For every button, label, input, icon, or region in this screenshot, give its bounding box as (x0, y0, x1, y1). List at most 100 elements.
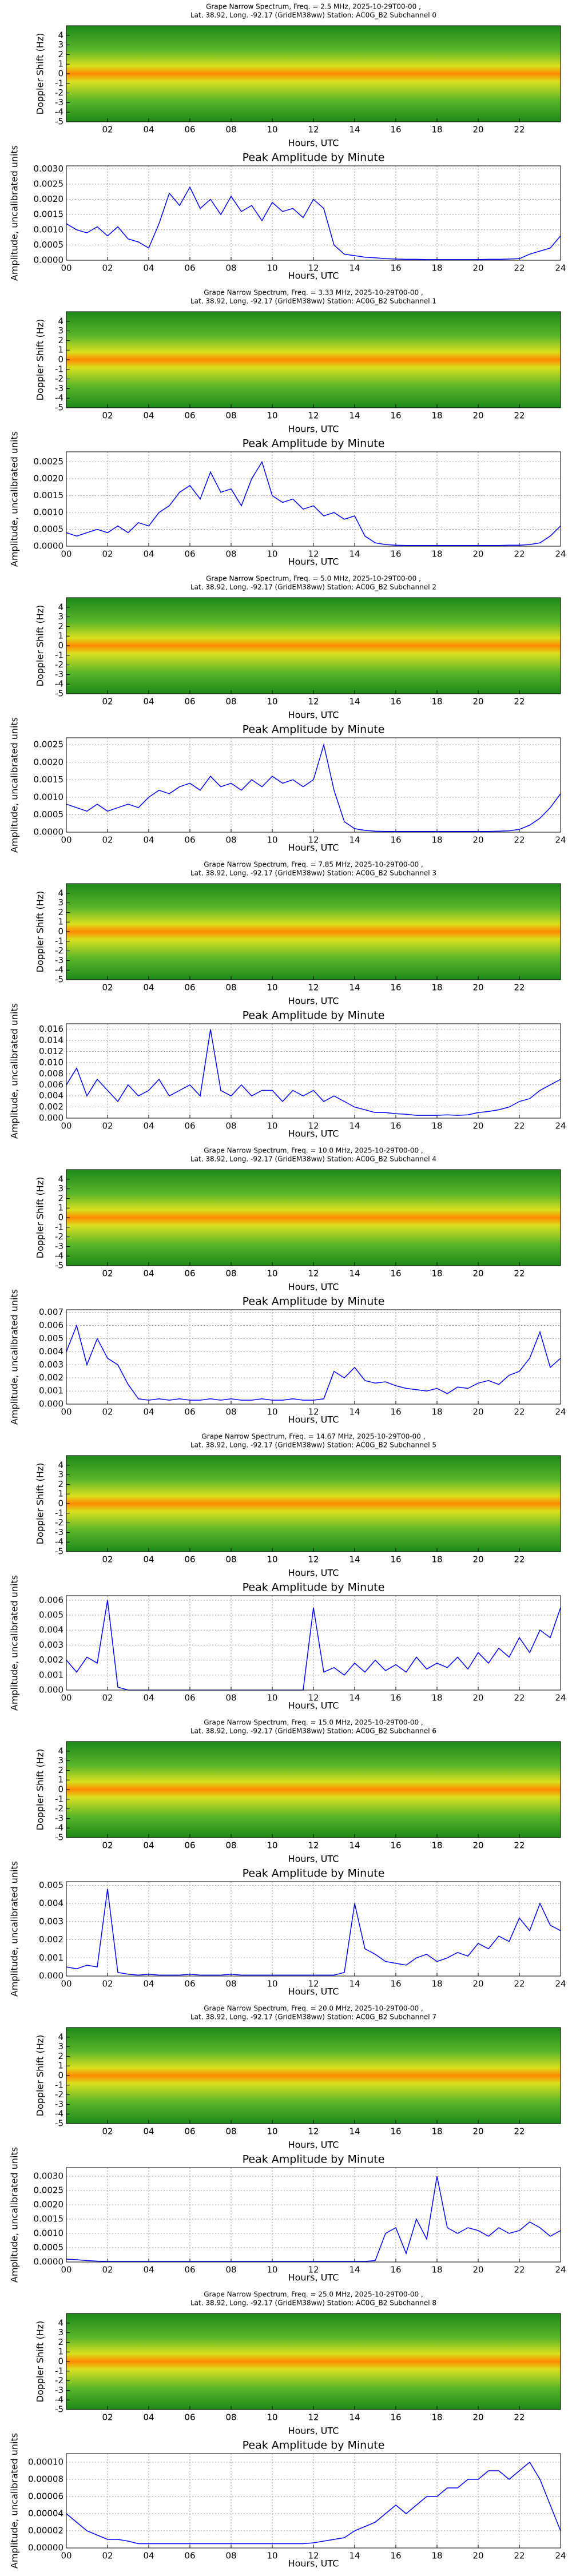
y-tick-label: -2 (55, 1231, 63, 1242)
y-tick-label: 0.006 (39, 1320, 63, 1330)
x-tick-label: 24 (555, 835, 566, 845)
x-tick-label: 10 (267, 983, 277, 993)
y-tick-label: -4 (55, 2395, 63, 2405)
x-tick-label: 08 (225, 2551, 236, 2561)
x-tick-label: 10 (267, 2265, 277, 2275)
x-tick-label: 02 (102, 1693, 113, 1703)
y-tick-label: 0.005 (39, 1610, 63, 1620)
data-line (66, 1029, 561, 1116)
y-tick-label: -3 (55, 955, 63, 965)
x-tick-label: 02 (102, 263, 113, 273)
y-tick-label: 2 (58, 335, 63, 345)
x-tick-label: 10 (267, 263, 277, 273)
x-tick-label: 14 (349, 411, 360, 421)
x-tick-label: 04 (143, 549, 154, 559)
x-tick-label: 20 (472, 1840, 483, 1851)
x-tick-label: 08 (225, 1269, 236, 1279)
spectrogram-image (66, 312, 561, 408)
y-tick-label: 0.016 (39, 1024, 63, 1034)
y-tick-label: 0 (58, 1498, 63, 1509)
y-tick-label: 1 (58, 1775, 63, 1785)
chart-title: Grape Narrow Spectrum, Freq. = 20.0 MHz,… (204, 2005, 423, 2013)
y-tick-label: 0.004 (39, 1898, 63, 1909)
x-tick-label: 14 (349, 835, 360, 845)
x-tick-label: 18 (431, 697, 442, 707)
y-tick-label: 0.000 (39, 1971, 63, 1981)
y-axis-label: Doppler Shift (Hz) (35, 2035, 46, 2117)
x-tick-label: 02 (102, 835, 113, 845)
x-tick-label: 22 (514, 1269, 525, 1279)
y-tick-label: 3 (58, 1183, 63, 1194)
x-tick-label: 12 (308, 1979, 319, 1989)
y-tick-label: 0.003 (39, 1916, 63, 1926)
x-tick-label: 18 (431, 835, 442, 845)
x-tick-label: 24 (555, 549, 566, 559)
y-tick-label: -5 (55, 1547, 63, 1557)
x-axis-label: Hours, UTC (288, 1700, 339, 1711)
data-line (66, 2176, 561, 2262)
x-tick-label: 06 (184, 263, 195, 273)
x-tick-label: 20 (472, 1407, 483, 1417)
x-tick-label: 20 (472, 263, 483, 273)
x-tick-label: 04 (143, 1693, 154, 1703)
x-tick-label: 02 (102, 1840, 113, 1851)
y-tick-label: -3 (55, 1527, 63, 1537)
x-tick-label: 06 (184, 549, 195, 559)
chart-title: Peak Amplitude by Minute (243, 2153, 385, 2166)
y-tick-label: 0.0020 (34, 2200, 64, 2210)
y-tick-label: -4 (55, 2109, 63, 2119)
x-tick-label: 08 (225, 983, 236, 993)
x-tick-label: 20 (472, 2551, 483, 2561)
y-tick-label: 0.0020 (34, 757, 64, 767)
y-tick-label: 0 (58, 2070, 63, 2081)
plot-frame (66, 1023, 561, 1119)
x-tick-label: 04 (143, 2126, 154, 2137)
x-tick-label: 04 (143, 1555, 154, 1565)
x-tick-label: 14 (349, 983, 360, 993)
x-axis-label: Hours, UTC (288, 842, 339, 853)
spectrogram-image (66, 1742, 561, 1838)
x-tick-label: 00 (61, 263, 72, 273)
chart-title: Grape Narrow Spectrum, Freq. = 7.85 MHz,… (204, 861, 423, 869)
x-tick-label: 24 (555, 2265, 566, 2275)
x-tick-label: 16 (390, 1407, 401, 1417)
x-tick-label: 10 (267, 1407, 277, 1417)
y-tick-label: 2 (58, 2051, 63, 2061)
y-tick-label: -5 (55, 2404, 63, 2415)
y-tick-label: 0.003 (39, 1359, 63, 1370)
x-tick-label: 20 (472, 697, 483, 707)
x-tick-label: 18 (431, 1979, 442, 1989)
x-tick-label: 22 (514, 549, 525, 559)
x-tick-label: 14 (349, 2265, 360, 2275)
chart-subtitle: Lat. 38.92, Long. -92.17 (GridEM38ww) St… (190, 1441, 436, 1449)
x-axis-label: Hours, UTC (288, 424, 339, 435)
chart-title: Grape Narrow Spectrum, Freq. = 25.0 MHz,… (204, 2291, 423, 2299)
y-tick-label: 0.001 (39, 1669, 63, 1680)
x-tick-label: 06 (184, 1121, 195, 1131)
x-tick-label: 06 (184, 2551, 195, 2561)
x-tick-label: 10 (267, 549, 277, 559)
x-tick-label: 14 (349, 1979, 360, 1989)
chart-title: Peak Amplitude by Minute (243, 2439, 385, 2452)
y-tick-label: 3 (58, 611, 63, 622)
plot-frame (66, 1881, 561, 1977)
chart-title: Grape Narrow Spectrum, Freq. = 15.0 MHz,… (204, 1719, 423, 1727)
y-tick-label: -3 (55, 1813, 63, 1823)
x-tick-label: 14 (349, 2412, 360, 2423)
x-tick-label: 02 (102, 1407, 113, 1417)
y-tick-label: 0.0005 (34, 240, 64, 250)
y-tick-label: 0 (58, 355, 63, 365)
y-tick-label: 4 (58, 888, 63, 898)
y-tick-label: 0.004 (39, 1346, 63, 1357)
x-tick-label: 12 (308, 983, 319, 993)
x-tick-label: 06 (184, 1407, 195, 1417)
y-tick-label: 3 (58, 2327, 63, 2338)
y-axis-label: Amplitude, uncalibrated units (9, 1575, 20, 1711)
y-tick-label: 1 (58, 1203, 63, 1213)
y-tick-label: 0.0025 (34, 456, 64, 467)
x-tick-label: 22 (514, 263, 525, 273)
x-tick-label: 24 (555, 1121, 566, 1131)
plot-frame (66, 165, 561, 261)
x-tick-label: 16 (390, 125, 401, 135)
x-tick-label: 08 (225, 1407, 236, 1417)
